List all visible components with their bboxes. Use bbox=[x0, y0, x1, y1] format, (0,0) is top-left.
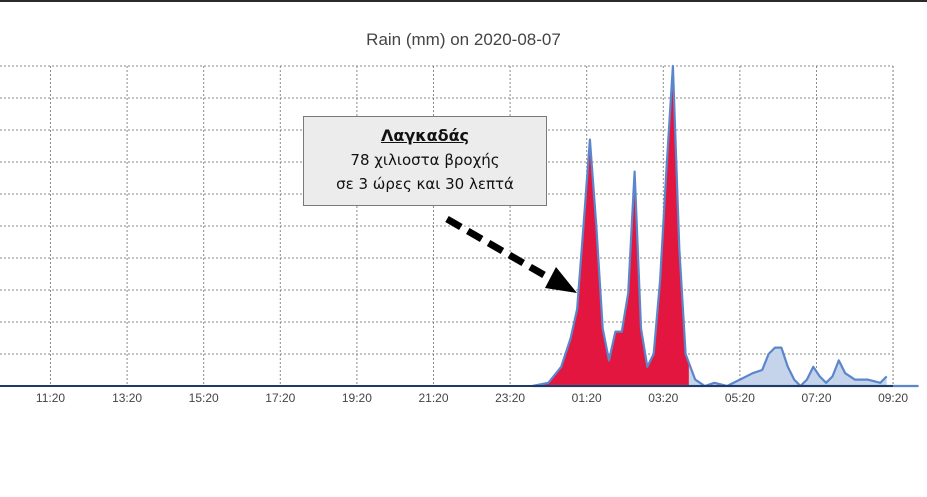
x-tick-label: 07:20 bbox=[801, 391, 831, 405]
x-tick-label: 17:20 bbox=[265, 391, 295, 405]
x-tick-label: 19:20 bbox=[342, 391, 372, 405]
annotation-arrow-head bbox=[545, 267, 577, 293]
annotation-line-2: σε 3 ώρες και 30 λεπτά bbox=[336, 175, 514, 193]
x-tick-label: 05:20 bbox=[725, 391, 755, 405]
x-tick-label: 09:20 bbox=[878, 391, 908, 405]
x-tick-label: 23:20 bbox=[495, 391, 525, 405]
x-tick-label: 13:20 bbox=[112, 391, 142, 405]
x-tick-label: 03:20 bbox=[648, 391, 678, 405]
x-tick-label: 21:20 bbox=[418, 391, 448, 405]
series-line bbox=[531, 64, 919, 388]
annotation-line-1: 78 χιλιοστα βροχής bbox=[350, 151, 500, 169]
annotation-box: Λαγκαδάς 78 χιλιοστα βροχής σε 3 ώρες κα… bbox=[303, 116, 547, 206]
chart-title: Rain (mm) on 2020-08-07 bbox=[366, 30, 561, 49]
annotation-heading: Λαγκαδάς bbox=[380, 126, 470, 145]
top-rule bbox=[0, 0, 927, 2]
x-tick-label: 01:20 bbox=[572, 391, 602, 405]
x-tick-label: 11:20 bbox=[36, 391, 65, 405]
x-tick-label: 15:20 bbox=[189, 391, 219, 405]
annotation-arrow-shaft bbox=[445, 215, 553, 283]
